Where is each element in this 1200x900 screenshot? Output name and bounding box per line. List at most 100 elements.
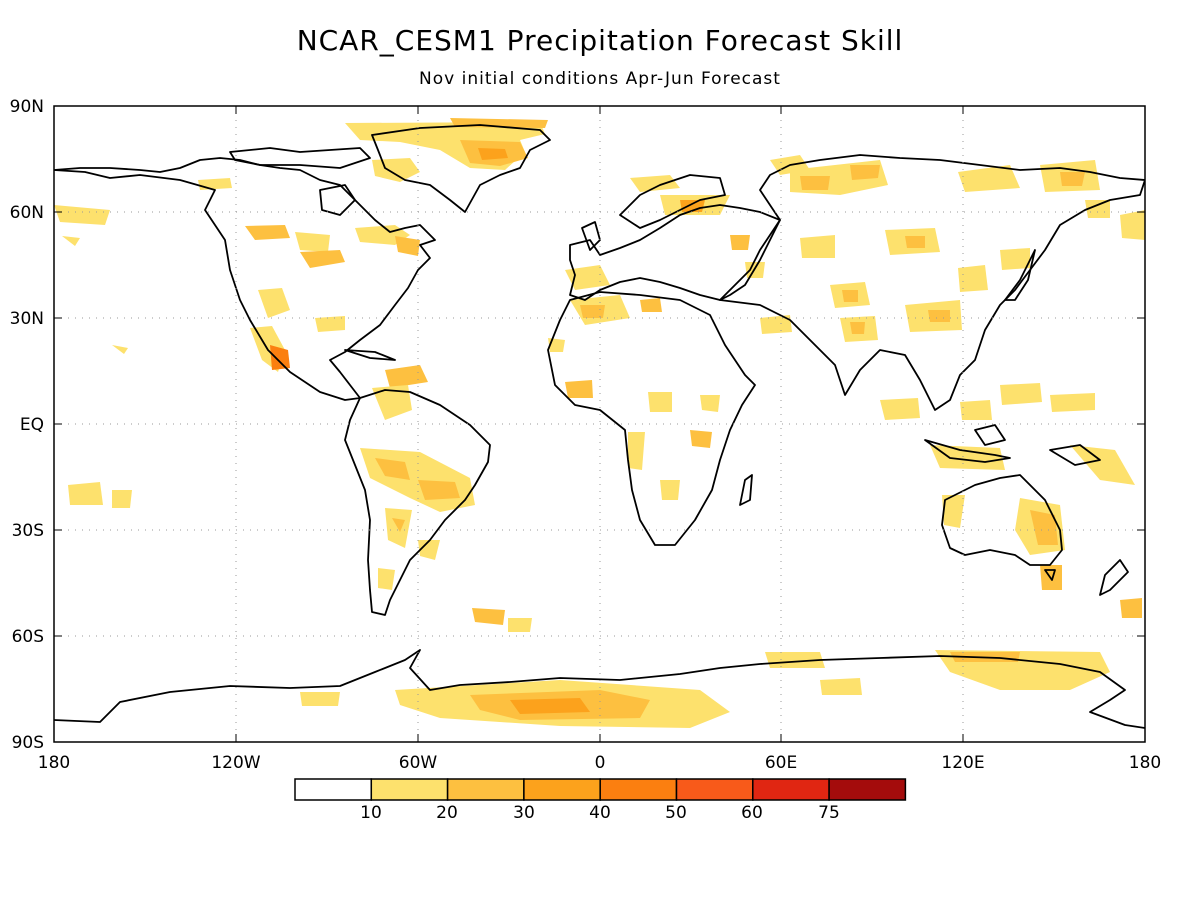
coastline-antarctica bbox=[54, 649, 1145, 729]
colorbar-swatch bbox=[828, 778, 907, 801]
skill-region bbox=[198, 178, 232, 190]
coastline-asia bbox=[719, 154, 1145, 411]
coastline-arctic-islands bbox=[229, 147, 371, 169]
coastline-africa bbox=[547, 291, 756, 546]
skill-region bbox=[565, 265, 610, 290]
coastline-arctic-islands bbox=[319, 184, 356, 216]
coastline-tasmania bbox=[1044, 569, 1056, 581]
skill-region bbox=[372, 385, 412, 420]
skill-region bbox=[375, 458, 410, 480]
skill-region bbox=[628, 432, 645, 470]
skill-region bbox=[418, 540, 440, 560]
lat-labels: 90N 60N 30N EQ 30S 60S 90S bbox=[10, 97, 44, 753]
skill-region bbox=[880, 398, 920, 420]
skill-region bbox=[508, 618, 532, 632]
skill-region bbox=[928, 310, 950, 322]
lon-labels: 180 120W 60W 0 60E 120E 180 bbox=[38, 753, 1161, 773]
skill-region bbox=[648, 392, 672, 412]
skill-region bbox=[820, 678, 862, 695]
skill-region bbox=[580, 305, 605, 318]
coastline-indonesia bbox=[924, 439, 1011, 463]
skill-region bbox=[942, 495, 965, 528]
skill-region bbox=[68, 482, 103, 505]
coastline-new-guinea bbox=[1049, 444, 1101, 466]
skill-region bbox=[1085, 200, 1110, 218]
coastline-japan bbox=[1004, 249, 1036, 301]
map-title: NCAR_CESM1 Precipitation Forecast Skill bbox=[296, 24, 904, 57]
colorbar-label: 75 bbox=[818, 803, 840, 823]
skill-region bbox=[565, 380, 593, 398]
skill-region bbox=[1000, 248, 1030, 270]
colorbar bbox=[294, 778, 907, 801]
skill-region bbox=[800, 235, 835, 258]
coastlines bbox=[54, 124, 1145, 729]
skill-region bbox=[112, 345, 128, 354]
axis-ticks bbox=[54, 105, 1145, 742]
colorbar-label: 20 bbox=[436, 803, 458, 823]
lon-tick-label: 60E bbox=[765, 753, 797, 773]
skill-region bbox=[378, 568, 395, 590]
skill-region bbox=[842, 290, 858, 302]
skill-region bbox=[418, 480, 460, 500]
lon-tick-label: 60W bbox=[399, 753, 438, 773]
skill-region bbox=[1120, 210, 1145, 240]
lat-tick-label: 60S bbox=[12, 627, 44, 647]
skill-region bbox=[1050, 393, 1095, 412]
lon-tick-label: 120W bbox=[211, 753, 260, 773]
skill-region bbox=[850, 165, 880, 180]
colorbar-swatch bbox=[599, 778, 678, 801]
colorbar-swatch bbox=[523, 778, 601, 801]
coastline-south-america bbox=[344, 389, 491, 616]
skill-region bbox=[765, 652, 825, 668]
skill-region bbox=[640, 298, 662, 312]
colorbar-swatch bbox=[294, 778, 373, 801]
skill-region bbox=[270, 345, 290, 370]
skill-region bbox=[905, 236, 925, 248]
skill-region bbox=[760, 315, 792, 334]
colorbar-swatch bbox=[675, 778, 754, 801]
skill-region bbox=[700, 395, 720, 412]
skill-region bbox=[478, 148, 508, 160]
skill-region bbox=[800, 176, 830, 190]
skill-region bbox=[1060, 172, 1085, 186]
lon-tick-label: 180 bbox=[38, 753, 70, 773]
coastline-uk bbox=[581, 221, 601, 251]
skill-region bbox=[112, 490, 132, 508]
skill-region bbox=[300, 250, 345, 268]
skill-region bbox=[1030, 510, 1058, 545]
coastline-indonesia bbox=[974, 424, 1006, 446]
colorbar-label: 50 bbox=[665, 803, 687, 823]
skill-region bbox=[1000, 383, 1042, 405]
skill-region bbox=[690, 430, 712, 448]
colorbar-swatch bbox=[370, 778, 449, 801]
lon-tick-label: 180 bbox=[1129, 753, 1161, 773]
skill-region bbox=[295, 232, 330, 252]
colorbar-labels: 10 20 30 40 50 60 75 bbox=[360, 803, 840, 823]
skill-region bbox=[385, 365, 428, 388]
map-subtitle: Nov initial conditions Apr-Jun Forecast bbox=[419, 69, 781, 89]
lat-tick-label: 90N bbox=[10, 97, 44, 117]
lon-tick-label: 0 bbox=[595, 753, 606, 773]
skill-region bbox=[54, 205, 110, 225]
colorbar-label: 60 bbox=[741, 803, 763, 823]
gridlines bbox=[54, 106, 1145, 742]
skill-region bbox=[315, 316, 345, 332]
coastline-north-america bbox=[54, 157, 436, 401]
skill-region bbox=[245, 225, 290, 240]
colorbar-swatch bbox=[446, 778, 525, 801]
coastline-caribbean bbox=[344, 349, 396, 361]
skill-region bbox=[730, 235, 750, 250]
coastline-europe bbox=[569, 204, 781, 301]
skill-region bbox=[395, 236, 420, 256]
lat-tick-label: EQ bbox=[20, 415, 44, 435]
skill-region bbox=[1070, 445, 1135, 485]
coastline-madagascar bbox=[739, 474, 753, 506]
skill-region bbox=[360, 448, 475, 512]
skill-region bbox=[392, 518, 405, 532]
lat-tick-label: 90S bbox=[12, 733, 44, 753]
skill-region bbox=[1120, 598, 1142, 618]
skill-region bbox=[372, 158, 420, 182]
skill-region bbox=[958, 165, 1020, 192]
skill-region bbox=[472, 608, 505, 625]
